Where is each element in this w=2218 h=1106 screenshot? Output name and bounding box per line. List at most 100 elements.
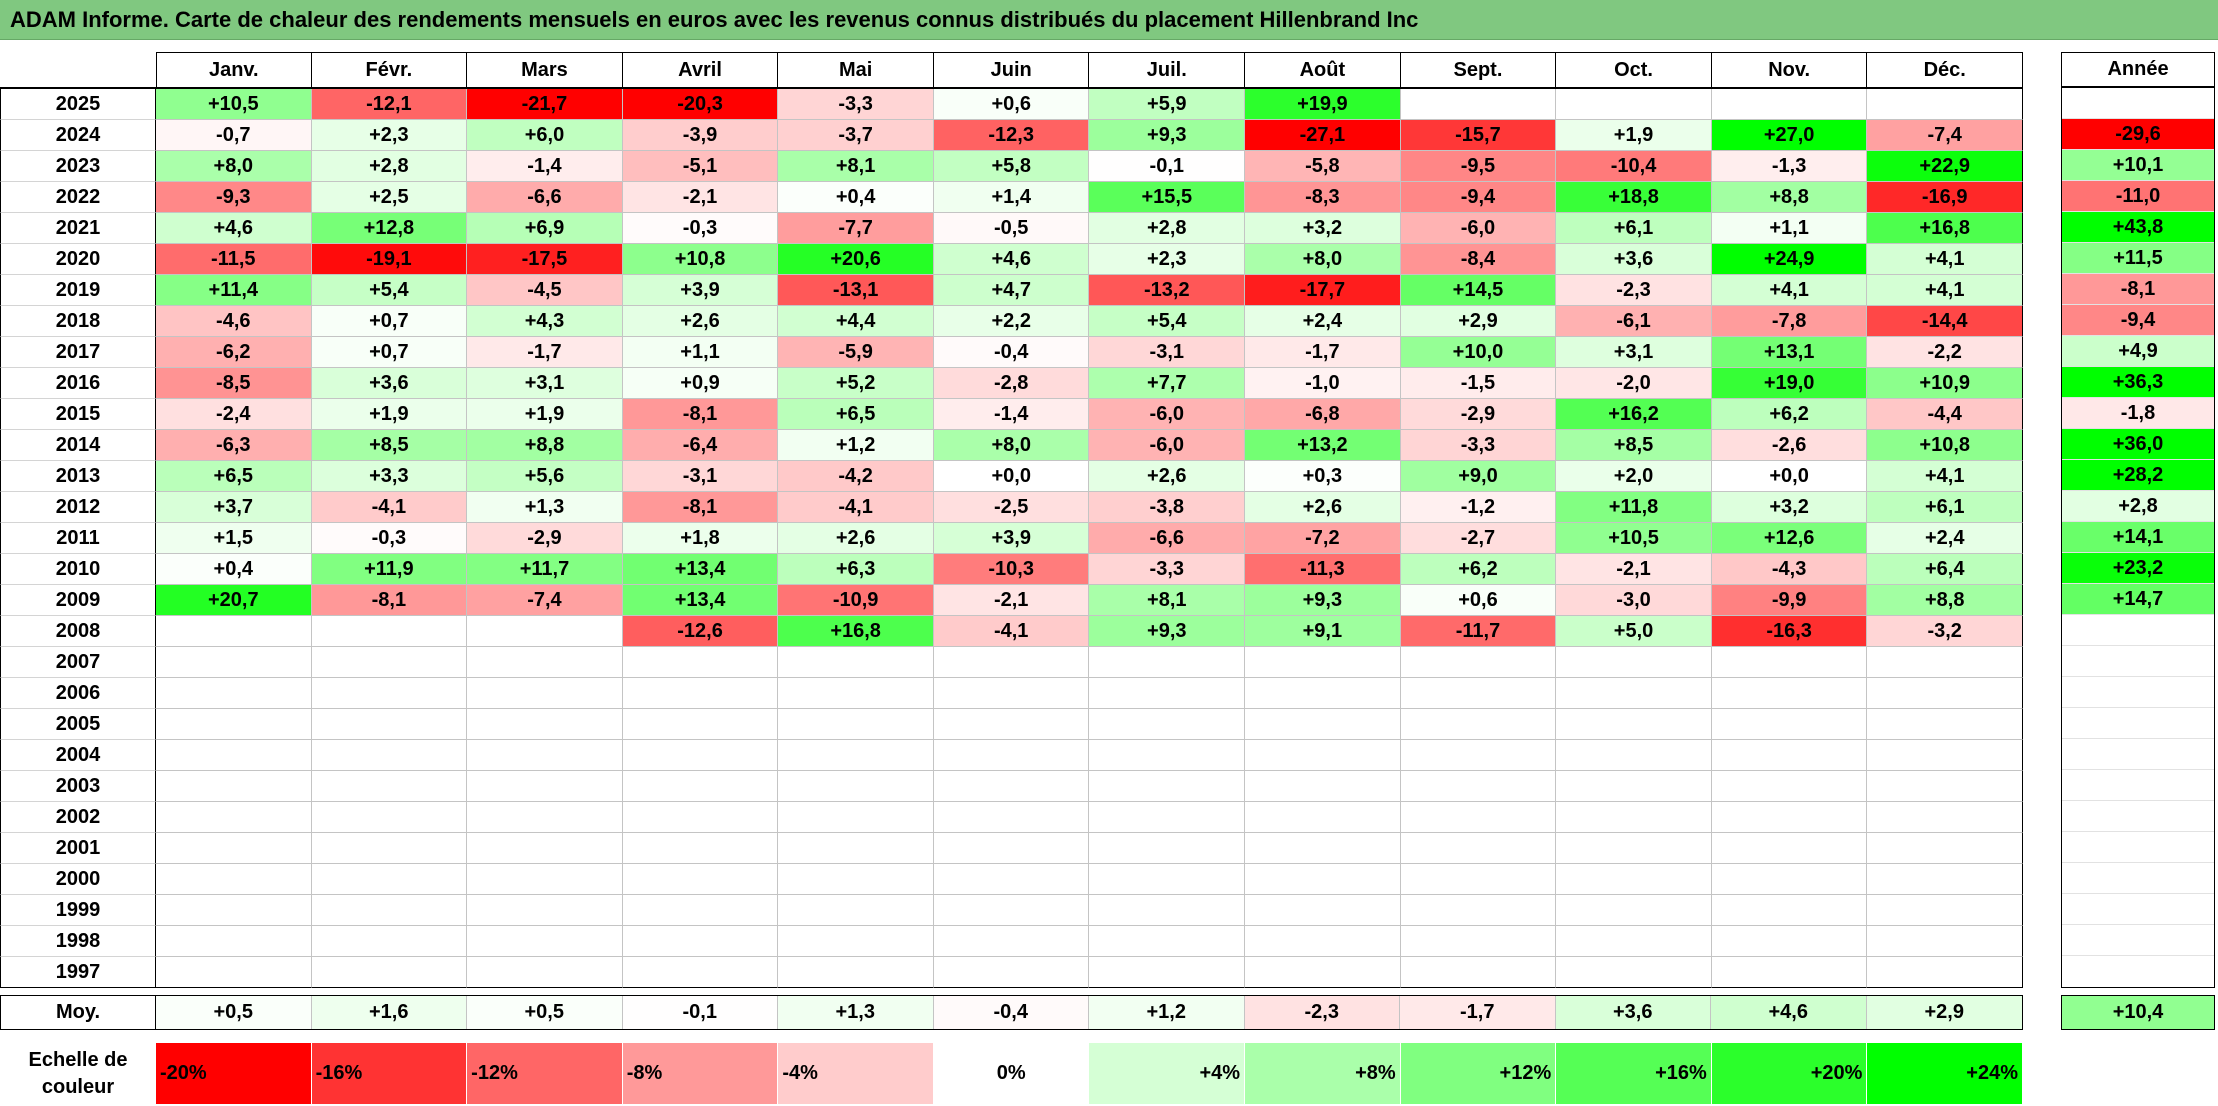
heatmap-cell-2018-avril: +2,6 [622,306,779,337]
heatmap-cell-2020-dec: +4,1 [1867,244,2023,275]
heatmap-cell-2018-juil: +5,4 [1089,306,1246,337]
heatmap-cell-2013-sept: +9,0 [1400,461,1557,492]
heatmap-cell-2006-sept [1400,678,1557,709]
heatmap-cell-2005-juin [933,709,1090,740]
heatmap-cell-2012-fevr: -4,1 [311,492,468,523]
heatmap-cell-2014-mai: +1,2 [778,430,934,461]
heatmap-cell-2007-juin [933,647,1090,678]
heatmap-grid: Janv. Févr. Mars Avril Mai Juin Juil. Août Sept.… [0,52,2023,988]
color-scale-stop-plus-8: +8% [1245,1043,1401,1104]
heatmap-cell-2021-sept: -6,0 [1400,213,1557,244]
heatmap-cell-2022-juil: +15,5 [1089,182,1246,213]
heatmap-cell-2014-aout: +13,2 [1245,430,1401,461]
average-cell-oct: +3,6 [1555,996,1711,1029]
heatmap-cell-2017-dec: -2,2 [1867,337,2023,368]
heatmap-cell-2012-janv: +3,7 [156,492,312,523]
color-scale-label: Echelle de couleur [28,1048,128,1098]
heatmap-cell-2019-janv: +11,4 [156,275,312,306]
heatmap-cell-2003-nov [1711,771,1868,802]
heatmap-cell-2001-juil [1089,833,1246,864]
heatmap-cell-2006-dec [1867,678,2023,709]
heatmap-cell-2015-fevr: +1,9 [311,399,468,430]
year-label-2022: 2022 [0,182,156,213]
heatmap-cell-2005-nov [1711,709,1868,740]
annual-return-2015: -1,8 [2062,398,2214,429]
heatmap-cell-2022-mai: +0,4 [778,182,934,213]
heatmap-cell-2011-juil: -6,6 [1089,523,1246,554]
year-label-2009: 2009 [0,585,156,616]
heatmap-cell-2010-dec: +6,4 [1867,554,2023,585]
average-cell-juil: +1,2 [1089,996,1245,1029]
heatmap-row-2006: 2006 [0,678,2023,709]
heatmap-cell-2021-nov: +1,1 [1711,213,1868,244]
heatmap-row-2013: 2013 +6,5 +3,3 +5,6 -3,1 -4,2 +0,0 +2,6 +0,3 +9,0… [0,461,2023,492]
annual-return-1997 [2062,956,2214,987]
heatmap-cell-2020-janv: -11,5 [156,244,312,275]
heatmap-cell-2005-mars [467,709,623,740]
heatmap-cell-2018-mai: +4,4 [778,306,934,337]
heatmap-cell-2009-juin: -2,1 [933,585,1090,616]
heatmap-cell-1999-dec [1867,895,2023,926]
year-label-2021: 2021 [0,213,156,244]
annual-header: Année [2062,53,2214,88]
heatmap-cell-2003-mars [467,771,623,802]
heatmap-cell-2007-mai [778,647,934,678]
heatmap-cell-2004-sept [1400,740,1557,771]
heatmap-cell-2023-fevr: +2,8 [311,151,468,182]
average-cell-mars: +0,5 [467,996,623,1029]
heatmap-cell-2015-juil: -6,0 [1089,399,1246,430]
heatmap-cell-2006-juin [933,678,1090,709]
month-header-avril: Avril [622,52,779,87]
heatmap-cell-1998-fevr [311,926,468,957]
heatmap-body: 2025 +10,5 -12,1 -21,7 -20,3 -3,3 +0,6 +5,9 +19,… [0,89,2023,988]
color-scale-stop-minus-8: -8% [622,1043,779,1104]
month-header-mai: Mai [778,52,934,87]
annual-return-2022: -11,0 [2062,181,2214,212]
heatmap-cell-2004-juil [1089,740,1246,771]
heatmap-cell-2025-avril: -20,3 [622,89,779,120]
heatmap-cell-2011-janv: +1,5 [156,523,312,554]
heatmap-cell-2020-aout: +8,0 [1245,244,1401,275]
heatmap-cell-2024-juin: -12,3 [933,120,1090,151]
heatmap-cell-2013-aout: +0,3 [1245,461,1401,492]
heatmap-row-2004: 2004 [0,740,2023,771]
year-label-2002: 2002 [0,802,156,833]
heatmap-cell-2005-oct [1556,709,1712,740]
heatmap-cell-2004-mai [778,740,934,771]
heatmap-cell-2014-janv: -6,3 [156,430,312,461]
heatmap-cell-2023-aout: -5,8 [1245,151,1401,182]
heatmap-cell-2010-oct: -2,1 [1556,554,1712,585]
heatmap-cell-2023-oct: -10,4 [1556,151,1712,182]
heatmap-cell-2018-dec: -14,4 [1867,306,2023,337]
heatmap-cell-2003-avril [622,771,779,802]
heatmap-cell-2025-nov [1711,89,1868,120]
year-label-2016: 2016 [0,368,156,399]
heatmap-cell-2025-janv: +10,5 [156,89,312,120]
heatmap-cell-2007-mars [467,647,623,678]
annual-return-2000 [2062,863,2214,894]
annual-return-2017: +4,9 [2062,336,2214,367]
annual-return-2009: +14,7 [2062,584,2214,615]
heatmap-cell-2001-janv [156,833,312,864]
heatmap-cell-2008-mai: +16,8 [778,616,934,647]
heatmap-cell-2015-juin: -1,4 [933,399,1090,430]
annual-return-2005 [2062,708,2214,739]
heatmap-cell-2013-juin: +0,0 [933,461,1090,492]
heatmap-cell-2006-mars [467,678,623,709]
heatmap-cell-2013-avril: -3,1 [622,461,779,492]
heatmap-cell-2010-juil: -3,3 [1089,554,1246,585]
heatmap-cell-2013-mai: -4,2 [778,461,934,492]
year-label-2020: 2020 [0,244,156,275]
year-label-2023: 2023 [0,151,156,182]
heatmap-cell-2013-janv: +6,5 [156,461,312,492]
average-cell-fevr: +1,6 [311,996,467,1029]
heatmap-cell-2007-dec [1867,647,2023,678]
heatmap-cell-2006-nov [1711,678,1868,709]
heatmap-cell-2012-juil: -3,8 [1089,492,1246,523]
annual-return-2011: +14,1 [2062,522,2214,553]
heatmap-cell-1999-mai [778,895,934,926]
heatmap-cell-2008-juin: -4,1 [933,616,1090,647]
average-cell-aout: -2,3 [1244,996,1400,1029]
month-header-aout: Août [1245,52,1401,87]
heatmap-cell-2001-mars [467,833,623,864]
